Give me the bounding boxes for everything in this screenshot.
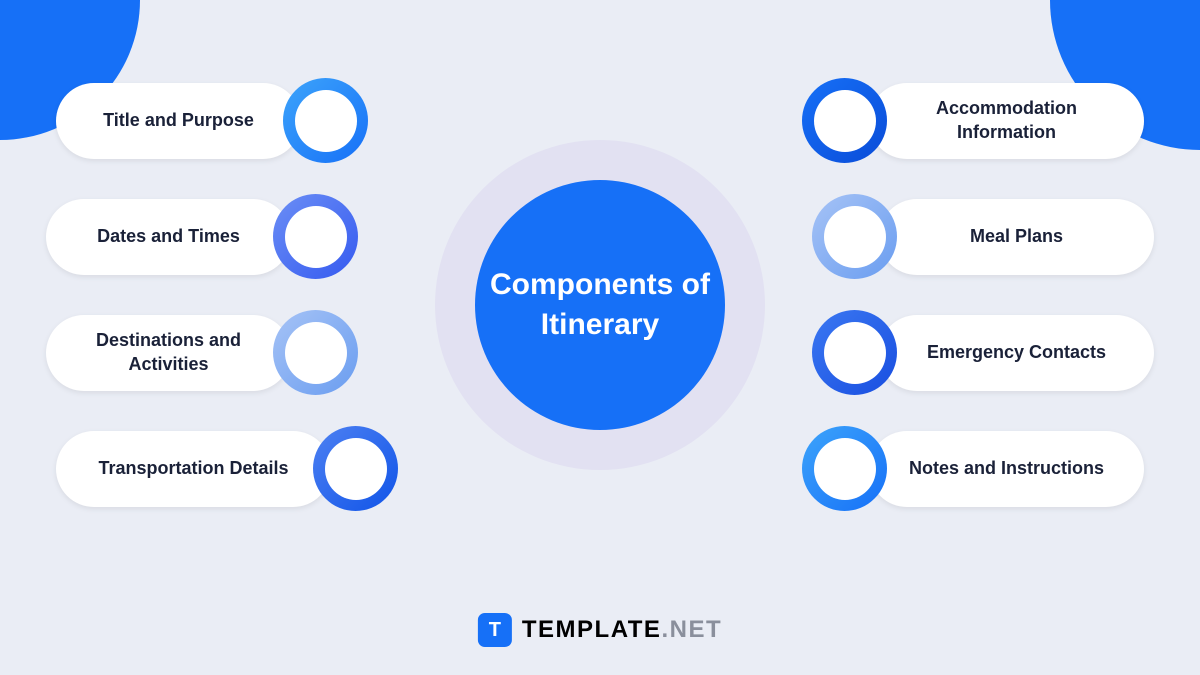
pill: Destinations and Activities xyxy=(46,315,291,391)
pill: Emergency Contacts xyxy=(879,315,1154,391)
item-destinations-activities: Destinations and Activities xyxy=(46,310,358,395)
item-emergency-contacts: Emergency Contacts xyxy=(812,310,1154,395)
pill: Transportation Details xyxy=(56,431,331,507)
item-transportation-details: Transportation Details xyxy=(56,426,398,511)
item-dates-times: Dates and Times xyxy=(46,194,358,279)
connector-inner xyxy=(295,90,357,152)
connector-icon xyxy=(812,310,897,395)
pill-label: Transportation Details xyxy=(98,457,288,480)
connector-icon xyxy=(812,194,897,279)
center-circle: Components of Itinerary xyxy=(475,180,725,430)
pill-label: Destinations and Activities xyxy=(70,329,267,376)
logo-letter: T xyxy=(489,619,501,642)
pill-label: Dates and Times xyxy=(97,225,240,248)
logo-icon: T xyxy=(478,613,512,647)
connector-inner xyxy=(285,206,347,268)
item-notes-instructions: Notes and Instructions xyxy=(802,426,1144,511)
connector-inner xyxy=(824,322,886,384)
connector-inner xyxy=(824,206,886,268)
connector-icon xyxy=(273,310,358,395)
connector-inner xyxy=(814,438,876,500)
pill: Dates and Times xyxy=(46,199,291,275)
connector-inner xyxy=(814,90,876,152)
connector-inner xyxy=(285,322,347,384)
pill: Title and Purpose xyxy=(56,83,301,159)
center-ring: Components of Itinerary xyxy=(435,140,765,470)
connector-inner xyxy=(325,438,387,500)
logo-text: TEMPLATE.NET xyxy=(522,616,722,644)
pill-label: Emergency Contacts xyxy=(927,341,1106,364)
item-meal-plans: Meal Plans xyxy=(812,194,1154,279)
item-accommodation-information: Accommodation Information xyxy=(802,78,1144,163)
pill-label: Notes and Instructions xyxy=(909,457,1104,480)
connector-icon xyxy=(802,426,887,511)
footer-logo: T TEMPLATE.NET xyxy=(478,613,722,647)
logo-suffix: .NET xyxy=(661,616,722,643)
item-title-purpose: Title and Purpose xyxy=(56,78,368,163)
pill: Notes and Instructions xyxy=(869,431,1144,507)
connector-icon xyxy=(313,426,398,511)
center-title: Components of Itinerary xyxy=(475,265,725,346)
pill-label: Meal Plans xyxy=(970,225,1063,248)
connector-icon xyxy=(273,194,358,279)
pill: Accommodation Information xyxy=(869,83,1144,159)
pill-label: Accommodation Information xyxy=(893,97,1120,144)
pill: Meal Plans xyxy=(879,199,1154,275)
connector-icon xyxy=(802,78,887,163)
connector-icon xyxy=(283,78,368,163)
pill-label: Title and Purpose xyxy=(103,109,254,132)
logo-main: TEMPLATE xyxy=(522,616,662,643)
